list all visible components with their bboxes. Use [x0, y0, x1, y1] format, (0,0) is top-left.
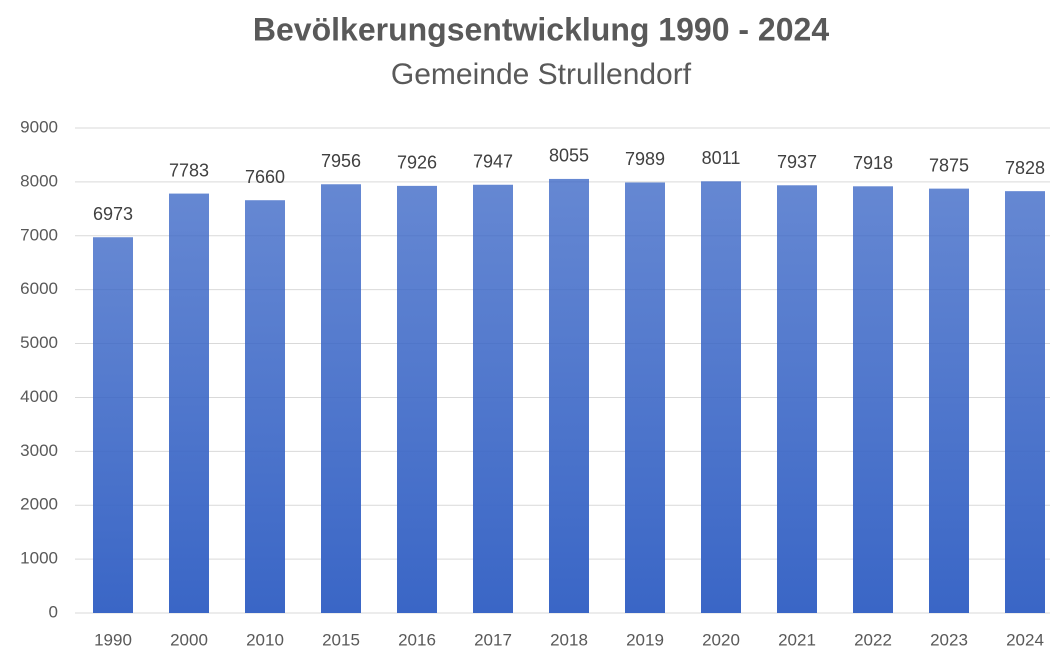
data-label: 7660 [245, 167, 285, 187]
bar [625, 182, 665, 613]
bar [93, 237, 133, 613]
y-tick-label: 0 [49, 602, 58, 621]
y-tick-label: 9000 [20, 117, 58, 136]
y-tick-label: 7000 [20, 225, 58, 244]
bar [245, 200, 285, 613]
x-tick-label: 2010 [246, 630, 284, 649]
x-tick-label: 1990 [94, 630, 132, 649]
data-label: 7926 [397, 153, 437, 173]
y-tick-label: 8000 [20, 171, 58, 190]
bar [853, 186, 893, 613]
x-tick-label: 2023 [930, 630, 968, 649]
y-tick-label: 3000 [20, 441, 58, 460]
y-tick-label: 2000 [20, 495, 58, 514]
x-tick-label: 2021 [778, 630, 816, 649]
data-label: 7947 [473, 151, 513, 171]
x-tick-label: 2020 [702, 630, 740, 649]
bar [549, 178, 589, 614]
bar [321, 184, 361, 613]
x-tick-label: 2024 [1006, 630, 1044, 649]
x-tick-label: 2000 [170, 630, 208, 649]
bar [929, 188, 969, 613]
data-label: 6973 [93, 204, 133, 224]
y-tick-label: 4000 [20, 387, 58, 406]
x-tick-label: 2015 [322, 630, 360, 649]
bar [701, 181, 741, 613]
y-tick-label: 5000 [20, 333, 58, 352]
data-label: 7937 [777, 152, 817, 172]
data-label: 7918 [853, 153, 893, 173]
x-tick-label: 2016 [398, 630, 436, 649]
y-tick-label: 6000 [20, 279, 58, 298]
x-tick-label: 2019 [626, 630, 664, 649]
x-tick-label: 2017 [474, 630, 512, 649]
data-label: 7828 [1005, 158, 1045, 178]
bar [169, 193, 209, 614]
data-label: 8011 [702, 148, 741, 168]
bar [397, 185, 437, 614]
data-label: 7783 [169, 160, 209, 180]
y-tick-label: 1000 [20, 549, 58, 568]
x-tick-label: 2018 [550, 630, 588, 649]
bar [777, 185, 817, 614]
data-label: 7956 [321, 151, 361, 171]
data-label: 8055 [549, 146, 589, 166]
chart-subtitle: Gemeinde Strullendorf [391, 58, 692, 91]
data-label: 7989 [625, 149, 665, 169]
data-label: 7875 [929, 155, 969, 175]
x-tick-label: 2022 [854, 630, 892, 649]
bar [1005, 191, 1045, 613]
chart-title: Bevölkerungsentwicklung 1990 - 2024 [253, 11, 829, 47]
bar [473, 184, 513, 613]
